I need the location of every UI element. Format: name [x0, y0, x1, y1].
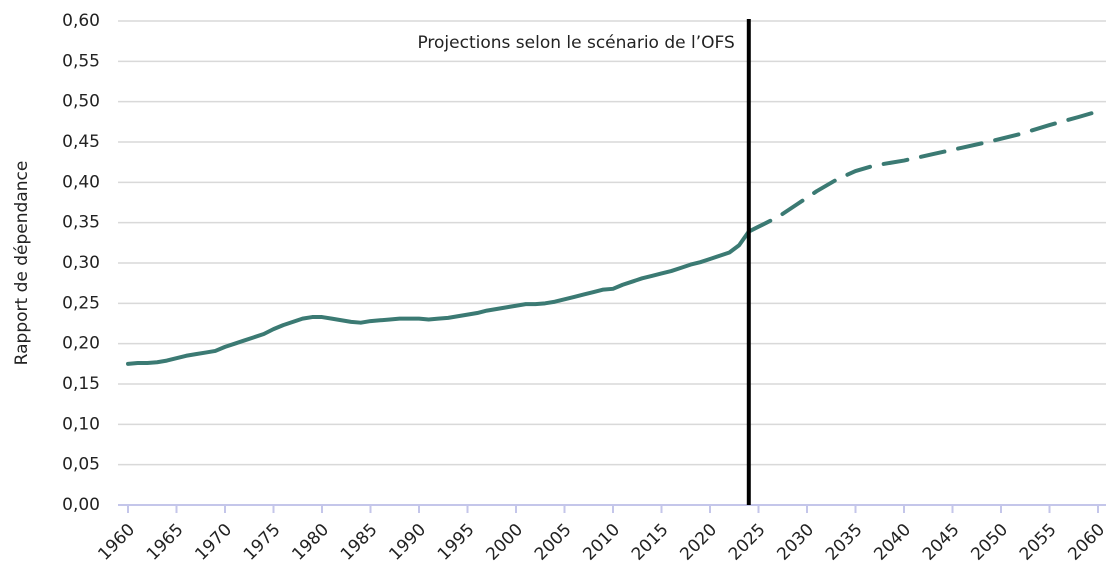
y-tick-label: 0,45 — [62, 132, 100, 152]
y-tick-label: 0,10 — [62, 414, 100, 434]
x-tick-label: 2050 — [967, 520, 1012, 565]
y-tick-label: 0,25 — [62, 293, 100, 313]
x-tick-label: 2000 — [482, 520, 527, 565]
annotation: Projections selon le scénario de l’OFS — [417, 33, 734, 53]
x-tick-label: 1985 — [337, 520, 382, 565]
y-tick-label: 0,00 — [62, 495, 100, 515]
x-tick-label: 2045 — [919, 520, 964, 565]
x-tick-label: 2060 — [1064, 520, 1109, 565]
y-tick-label: 0,50 — [62, 92, 100, 112]
y-tick-label: 0,05 — [62, 455, 100, 475]
x-tick-label: 2015 — [628, 520, 673, 565]
x-tick-label: 1980 — [288, 520, 333, 565]
x-tick-label: 1995 — [434, 520, 479, 565]
line-series — [746, 109, 1100, 234]
x-tick-label: 2005 — [531, 520, 576, 565]
x-tick-label: 1960 — [94, 520, 139, 565]
y-tick-label: 0,60 — [62, 11, 100, 31]
line-series — [126, 229, 751, 366]
y-tick-label: 0,15 — [62, 374, 100, 394]
x-tick-label: 2020 — [676, 520, 721, 565]
x-tick-label: 1965 — [143, 520, 188, 565]
x-tick-label: 2030 — [773, 520, 818, 565]
x-tick-label: 1990 — [385, 520, 430, 565]
x-tick-label: 2040 — [870, 520, 915, 565]
x-tick-label: 1975 — [240, 520, 285, 565]
y-tick-label: 0,20 — [62, 334, 100, 354]
x-tick-label: 2035 — [822, 520, 867, 565]
x-tick-label: 2010 — [579, 520, 624, 565]
x-tick-label: 1970 — [191, 520, 236, 565]
x-tick-label: 2025 — [725, 520, 770, 565]
y-tick-label: 0,35 — [62, 213, 100, 233]
y-tick-label: 0,30 — [62, 253, 100, 273]
y-tick-label: 0,40 — [62, 172, 100, 192]
x-tick-label: 2055 — [1016, 520, 1061, 565]
y-axis-label: Rapport de dépendance — [12, 161, 32, 366]
y-tick-label: 0,55 — [62, 51, 100, 71]
